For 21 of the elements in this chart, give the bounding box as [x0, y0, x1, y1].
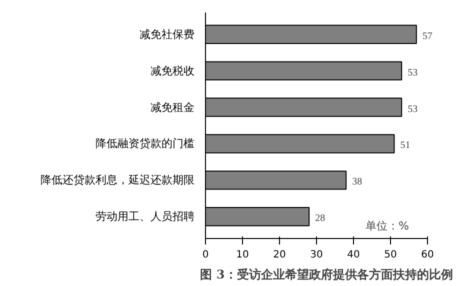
x-tick-label: 60 — [421, 250, 434, 260]
data-label: 53 — [408, 67, 418, 78]
y-tick-label: 减免税收 — [150, 64, 194, 78]
data-label: 51 — [400, 140, 410, 152]
x-tick-label: 30 — [310, 250, 323, 260]
x-tick-label: 20 — [273, 250, 286, 260]
data-label: 57 — [422, 30, 432, 42]
x-tick-label: 10 — [236, 250, 249, 260]
y-tick-label: 劳动用工、人员招聘 — [96, 210, 194, 224]
annotation: 单位：% — [366, 220, 409, 232]
x-tick-label: 0 — [202, 250, 209, 260]
y-tick-label: 减免社保费 — [140, 28, 194, 41]
y-tick-label: 减免租金 — [150, 100, 194, 114]
y-tick-label: 降低融资贷款的门槛 — [96, 137, 194, 150]
y-tick-label: 降低还贷款利息，延迟还款期限 — [40, 174, 194, 187]
data-label: 28 — [315, 213, 326, 224]
text: 图 3：受访企业希望政府提供各方面扶持的比例 — [200, 268, 453, 282]
x-tick-label: 40 — [347, 250, 360, 260]
x-tick-label: 50 — [384, 250, 397, 260]
data-label: 38 — [352, 176, 362, 188]
data-label: 53 — [408, 104, 418, 115]
